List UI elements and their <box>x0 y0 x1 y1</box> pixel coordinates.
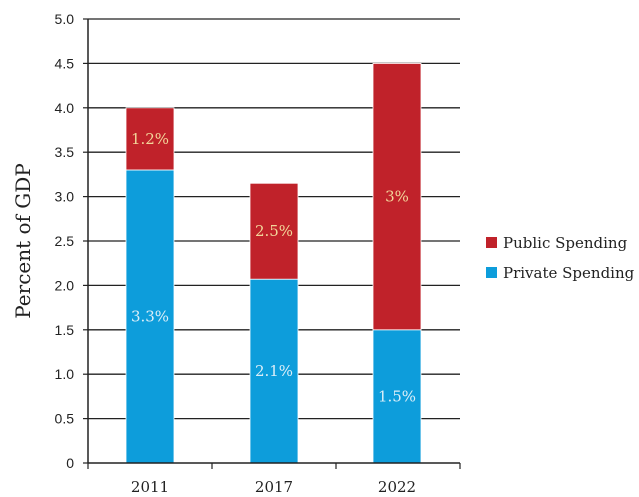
y-tick-label: 2.5 <box>55 233 75 249</box>
y-tick-label: 4.0 <box>55 100 75 116</box>
data-label: 3.3% <box>131 307 169 325</box>
y-tick-label: 3.0 <box>55 189 75 205</box>
y-axis-title: Percent of GDP <box>11 163 35 319</box>
y-tick-label: 0.5 <box>55 411 75 427</box>
y-tick-label: 3.5 <box>55 144 75 160</box>
bars <box>125 63 422 464</box>
y-tick-label: 1.5 <box>55 322 75 338</box>
y-tick-label: 4.5 <box>55 55 75 71</box>
x-tick-labels: 2011 2017 2022 <box>131 478 416 496</box>
y-tick-label: 0 <box>66 455 74 471</box>
y-tick-label: 1.0 <box>55 366 75 382</box>
y-tick-labels: 0 0.5 1.0 1.5 2.0 2.5 3.0 3.5 4.0 4.5 5.0 <box>55 11 75 471</box>
legend-swatch <box>486 267 497 278</box>
legend-swatch <box>486 237 497 248</box>
x-tick-label: 2017 <box>255 478 293 496</box>
y-tick-label: 2.0 <box>55 277 75 293</box>
x-tick-label: 2022 <box>378 478 416 496</box>
data-label: 1.2% <box>131 130 169 148</box>
bar-segment <box>125 107 175 171</box>
legend-label: Public Spending <box>503 234 628 252</box>
bar-segment <box>372 329 422 464</box>
data-label: 3% <box>385 188 409 206</box>
data-label: 2.1% <box>255 362 293 380</box>
bar-segment <box>249 182 299 280</box>
data-label: 1.5% <box>378 387 416 405</box>
data-labels: 3.3% 1.2% 2.1% 2.5% 1.5% 3% <box>131 130 416 406</box>
bar-segment <box>372 63 422 331</box>
axes <box>87 19 460 464</box>
legend-label: Private Spending <box>503 264 635 282</box>
y-tick-label: 5.0 <box>55 11 75 27</box>
data-label: 2.5% <box>255 222 293 240</box>
legend: Public Spending Private Spending <box>486 234 635 282</box>
x-tick-label: 2011 <box>131 478 169 496</box>
